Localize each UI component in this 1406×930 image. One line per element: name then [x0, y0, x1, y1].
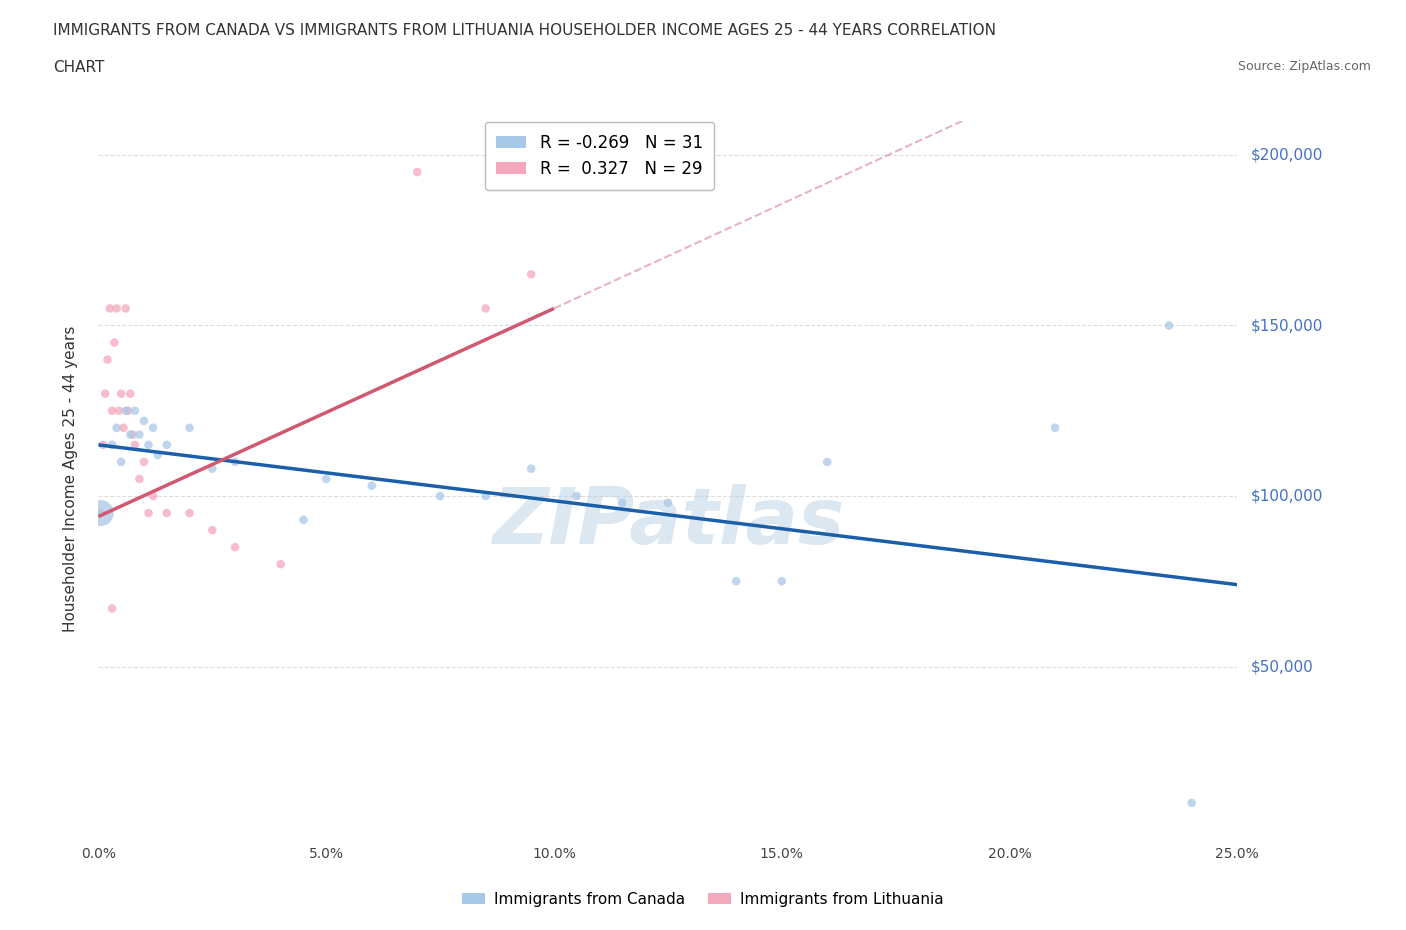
- Point: [120, 427, 142, 442]
- Point: [520, 267, 543, 282]
- Point: [142, 488, 165, 503]
- Text: $200,000: $200,000: [1251, 148, 1323, 163]
- Point: [292, 512, 315, 527]
- Point: [90, 506, 112, 521]
- Point: [360, 478, 382, 493]
- Point: [120, 386, 142, 401]
- Text: Source: ZipAtlas.com: Source: ZipAtlas.com: [1237, 60, 1371, 73]
- Point: [1157, 318, 1180, 333]
- Point: [224, 539, 246, 554]
- Legend: Immigrants from Canada, Immigrants from Lithuania: Immigrants from Canada, Immigrants from …: [456, 886, 950, 913]
- Point: [105, 301, 128, 316]
- Point: [101, 601, 124, 616]
- Point: [565, 488, 588, 503]
- Point: [156, 506, 179, 521]
- Point: [146, 447, 169, 462]
- Point: [142, 420, 165, 435]
- Y-axis label: Householder Income Ages 25 - 44 years: Householder Income Ages 25 - 44 years: [63, 326, 77, 632]
- Point: [114, 404, 136, 418]
- Point: [815, 455, 838, 470]
- Point: [612, 496, 634, 511]
- Point: [105, 420, 128, 435]
- Point: [101, 437, 124, 452]
- Point: [201, 523, 224, 538]
- Point: [91, 437, 114, 452]
- Point: [114, 301, 136, 316]
- Point: [179, 506, 201, 521]
- Point: [108, 404, 131, 418]
- Point: [124, 404, 146, 418]
- Point: [124, 437, 146, 452]
- Point: [132, 414, 155, 429]
- Point: [103, 335, 125, 350]
- Point: [725, 574, 748, 589]
- Text: $100,000: $100,000: [1251, 488, 1323, 503]
- Point: [429, 488, 451, 503]
- Point: [224, 455, 246, 470]
- Text: IMMIGRANTS FROM CANADA VS IMMIGRANTS FROM LITHUANIA HOUSEHOLDER INCOME AGES 25 -: IMMIGRANTS FROM CANADA VS IMMIGRANTS FRO…: [53, 23, 997, 38]
- Point: [117, 404, 139, 418]
- Point: [1043, 420, 1066, 435]
- Text: $150,000: $150,000: [1251, 318, 1323, 333]
- Text: CHART: CHART: [53, 60, 105, 75]
- Point: [474, 488, 496, 503]
- Point: [270, 557, 292, 572]
- Point: [657, 496, 679, 511]
- Point: [201, 461, 224, 476]
- Legend: R = -0.269   N = 31, R =  0.327   N = 29: R = -0.269 N = 31, R = 0.327 N = 29: [485, 122, 714, 190]
- Point: [112, 420, 135, 435]
- Point: [98, 301, 121, 316]
- Point: [128, 472, 150, 486]
- Text: $50,000: $50,000: [1251, 659, 1315, 674]
- Text: ZIPatlas: ZIPatlas: [492, 484, 844, 560]
- Point: [474, 301, 496, 316]
- Point: [315, 472, 337, 486]
- Point: [101, 404, 124, 418]
- Point: [770, 574, 793, 589]
- Point: [156, 437, 179, 452]
- Point: [520, 461, 543, 476]
- Point: [121, 427, 143, 442]
- Point: [138, 437, 160, 452]
- Point: [179, 420, 201, 435]
- Point: [94, 386, 117, 401]
- Point: [132, 455, 155, 470]
- Point: [128, 427, 150, 442]
- Point: [90, 506, 112, 521]
- Point: [1181, 795, 1204, 810]
- Point: [406, 165, 429, 179]
- Point: [96, 352, 118, 367]
- Point: [110, 386, 132, 401]
- Point: [138, 506, 160, 521]
- Point: [110, 455, 132, 470]
